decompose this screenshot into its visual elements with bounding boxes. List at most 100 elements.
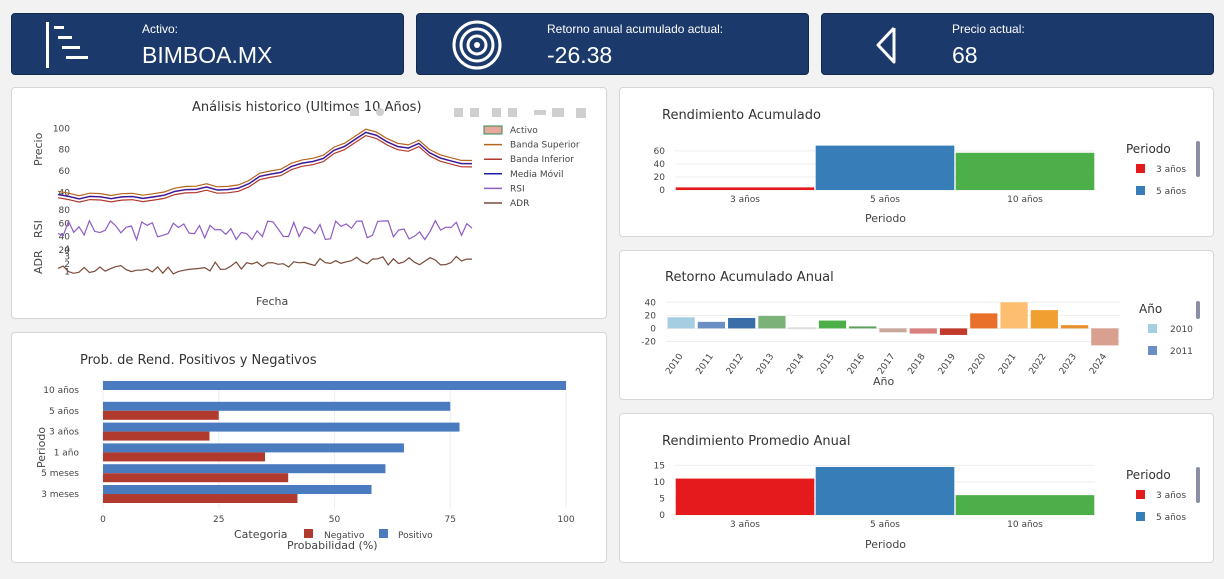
modebar[interactable] bbox=[350, 108, 586, 118]
bar-10-años bbox=[955, 495, 1095, 515]
kpi-card-retorno: Retorno anual acumulado actual: -26.38 bbox=[416, 13, 809, 75]
retorno-acumulado-anual-chart: Retorno Acumulado Anual 40 20 0 -20 2010 2011 2… bbox=[641, 270, 1200, 388]
bar-2017 bbox=[879, 328, 907, 333]
tick-label: 2020 bbox=[967, 352, 988, 377]
rendimiento-acumulado-chart: Rendimiento Acumulado 60 40 20 0 3 años 5 años… bbox=[654, 108, 1200, 225]
bar-10-años bbox=[955, 152, 1095, 190]
tick-label: 4 bbox=[64, 245, 70, 255]
tick-label: 60 bbox=[59, 219, 71, 229]
tick-label: 1 año bbox=[54, 448, 80, 458]
chart-title: Prob. de Rend. Positivos y Negativos bbox=[80, 353, 317, 368]
series-line-banda-inferior bbox=[57, 134, 473, 203]
list-icon bbox=[46, 22, 88, 68]
legend-scrollbar[interactable] bbox=[1196, 467, 1200, 503]
tick-label: 2023 bbox=[1058, 352, 1079, 376]
legend-item[interactable]: 3 años bbox=[1156, 165, 1186, 175]
bar-2013 bbox=[758, 315, 786, 329]
legend-item[interactable]: Media Móvil bbox=[510, 169, 564, 180]
tick-label: 20 bbox=[645, 311, 657, 321]
zoom-out-icon[interactable] bbox=[470, 108, 479, 117]
legend-swatch-negativo[interactable] bbox=[304, 529, 313, 538]
rendimiento-promedio-anual-panel: Rendimiento Promedio Anual 15 10 5 0 3 años 5 … bbox=[619, 413, 1214, 563]
reset-axes-icon[interactable] bbox=[508, 108, 517, 117]
legend-swatch[interactable] bbox=[1148, 324, 1157, 333]
tick-label: 40 bbox=[59, 233, 71, 243]
legend-item[interactable]: Banda Superior bbox=[510, 141, 580, 151]
series-lines bbox=[57, 128, 473, 275]
legend-item[interactable]: ADR bbox=[510, 199, 529, 209]
legend-swatch[interactable] bbox=[1148, 346, 1157, 355]
spike-lines-icon[interactable] bbox=[534, 110, 546, 115]
legend-title: Periodo bbox=[1126, 468, 1171, 482]
tick-label: -20 bbox=[641, 337, 656, 347]
legend[interactable]: Activo Banda Superior Banda Inferior Media … bbox=[483, 125, 580, 209]
tick-label: 2015 bbox=[816, 352, 837, 376]
legend-scrollbar[interactable] bbox=[1196, 141, 1200, 177]
kpi-value: 68 bbox=[952, 42, 978, 68]
tick-label: 2012 bbox=[725, 352, 746, 376]
legend-swatch[interactable] bbox=[483, 125, 503, 135]
legend-item[interactable]: 3 años bbox=[1156, 491, 1186, 501]
tick-label: 2 bbox=[64, 260, 70, 270]
bar-negativo bbox=[103, 494, 298, 503]
historical-chart: Análisis historico (Ultimos 10 Años) Pre… bbox=[32, 100, 586, 308]
legend-swatch[interactable] bbox=[1136, 490, 1145, 499]
tick-label: 2010 bbox=[664, 352, 685, 377]
bar-2023 bbox=[1060, 325, 1089, 329]
series-line-adr bbox=[57, 255, 472, 275]
bar-negativo bbox=[103, 410, 219, 420]
tick-label: 2019 bbox=[937, 352, 958, 377]
legend-swatch-positivo[interactable] bbox=[379, 529, 388, 538]
bar-positivo bbox=[103, 485, 372, 494]
bar-2010 bbox=[667, 317, 695, 329]
tick-label: 2013 bbox=[755, 352, 776, 376]
bar-2018 bbox=[909, 328, 937, 334]
zoom-icon[interactable] bbox=[376, 108, 384, 116]
tick-label: 5 años bbox=[49, 407, 79, 417]
legend-swatch[interactable] bbox=[1136, 512, 1145, 521]
legend-item[interactable]: 5 años bbox=[1156, 187, 1186, 197]
legend-item[interactable]: RSI bbox=[510, 184, 525, 194]
x-axis-label: Fecha bbox=[256, 295, 288, 308]
tick-label: 40 bbox=[645, 298, 657, 308]
legend-item[interactable]: Banda Inferior bbox=[510, 155, 574, 165]
legend-item[interactable]: 2011 bbox=[1170, 347, 1193, 357]
legend-scrollbar[interactable] bbox=[1196, 301, 1200, 319]
bar-5-años bbox=[815, 145, 955, 190]
tick-label: 0 bbox=[650, 324, 656, 334]
series-line-activo bbox=[57, 131, 473, 200]
tick-label: 80 bbox=[59, 206, 71, 216]
bar-negativo bbox=[103, 452, 266, 462]
y-axis-label-adr: ADR bbox=[32, 250, 45, 274]
compare-icon[interactable] bbox=[552, 108, 564, 117]
zoom-in-icon[interactable] bbox=[454, 108, 463, 117]
legend-swatch[interactable] bbox=[1136, 164, 1145, 173]
legend-swatch[interactable] bbox=[1136, 186, 1145, 195]
autoscale-icon[interactable] bbox=[492, 108, 501, 117]
tick-label: 5 años bbox=[870, 520, 900, 530]
legend-item-negativo[interactable]: Negativo bbox=[324, 531, 365, 541]
tick-label: 2021 bbox=[997, 352, 1018, 376]
tick-label: 3 años bbox=[49, 428, 79, 438]
kpi-card-precio: Precio actual: 68 bbox=[821, 13, 1214, 75]
legend-item[interactable]: Activo bbox=[510, 126, 538, 136]
tick-label: 3 años bbox=[730, 195, 760, 205]
chart-title: Retorno Acumulado Anual bbox=[665, 270, 834, 285]
tick-label: 2022 bbox=[1027, 352, 1048, 376]
rendimiento-promedio-anual-chart: Rendimiento Promedio Anual 15 10 5 0 3 años 5 … bbox=[654, 434, 1200, 551]
camera-icon[interactable] bbox=[350, 108, 359, 116]
bar-2024 bbox=[1091, 328, 1119, 346]
tick-label: 2016 bbox=[846, 352, 867, 377]
legend-item[interactable]: 2010 bbox=[1170, 325, 1193, 335]
legend-item-positivo[interactable]: Positivo bbox=[398, 531, 433, 541]
legend-item[interactable]: 5 años bbox=[1156, 513, 1186, 523]
prob-panel: Prob. de Rend. Positivos y Negativos Per… bbox=[11, 332, 607, 563]
plotly-logo-icon[interactable] bbox=[576, 108, 586, 118]
bar-3-años bbox=[675, 478, 815, 515]
bar-2014 bbox=[788, 327, 817, 330]
tick-label: 15 bbox=[654, 461, 665, 471]
tick-label: 50 bbox=[329, 515, 341, 525]
bar-negativo bbox=[103, 431, 210, 441]
bars bbox=[103, 381, 566, 503]
